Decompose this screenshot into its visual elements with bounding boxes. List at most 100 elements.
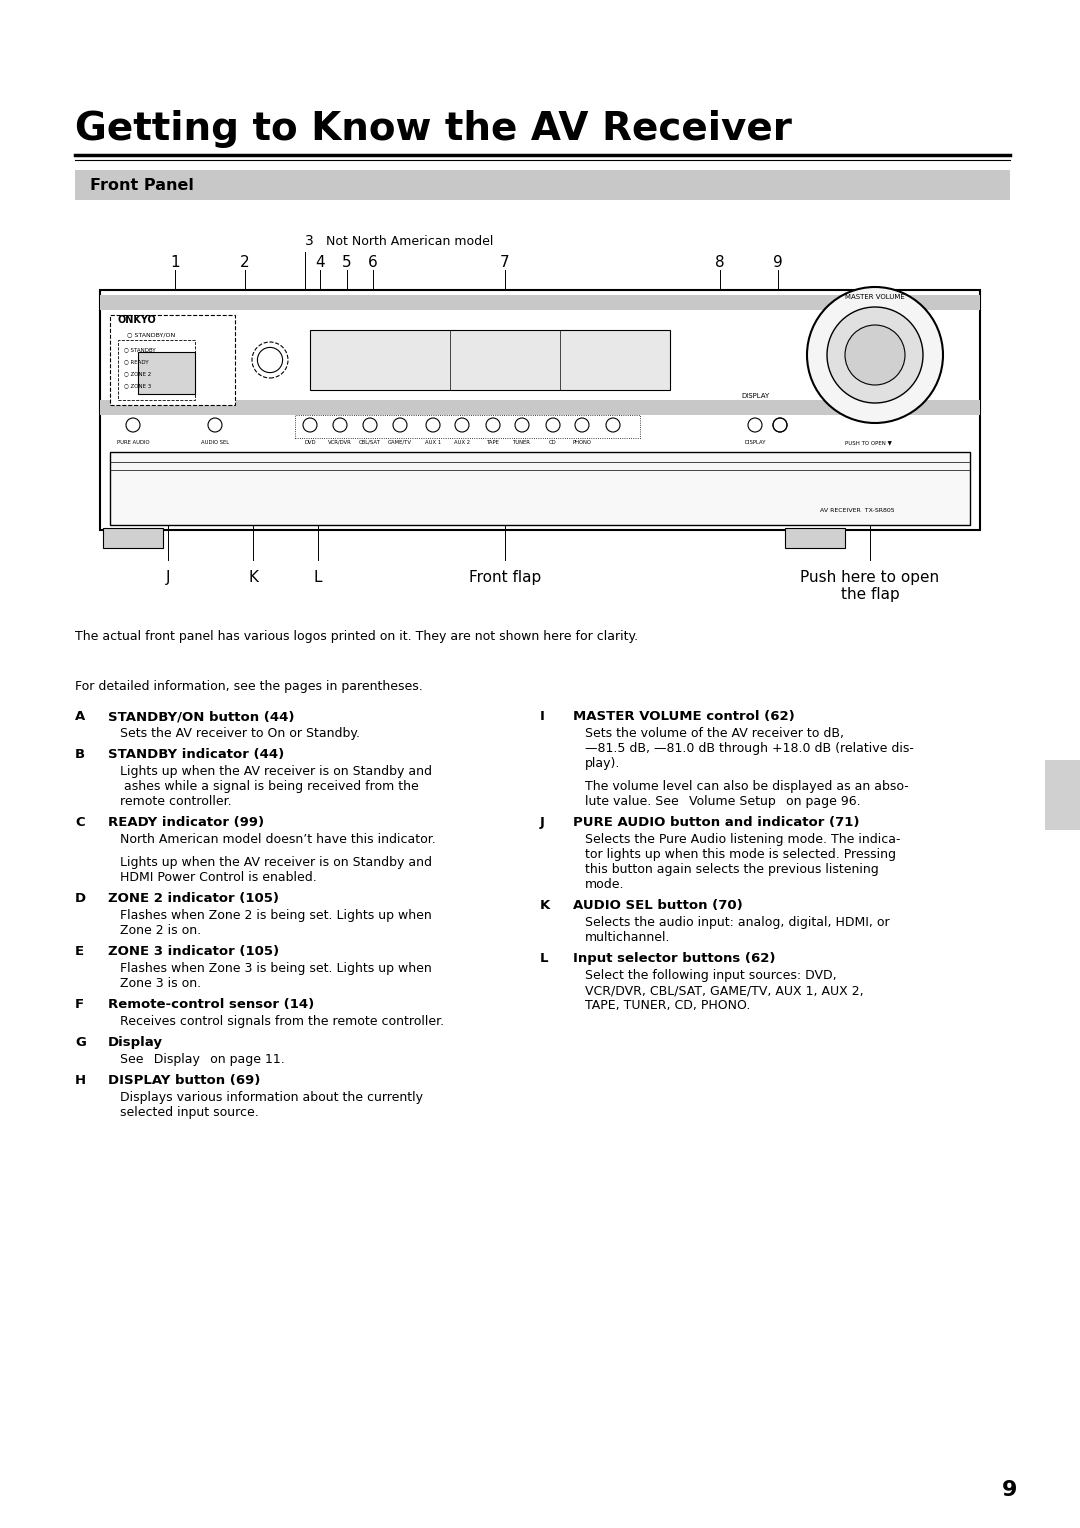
Text: 2: 2 [240,255,249,270]
Text: B: B [75,749,85,761]
Bar [100,400,980,416]
Text: STANDBY indicator (44): STANDBY indicator (44) [108,749,284,761]
Text: STANDBY/ON button (44): STANDBY/ON button (44) [108,711,295,723]
Text: —81.5 dB, —81.0 dB through +18.0 dB (relative dis-: —81.5 dB, —81.0 dB through +18.0 dB (rel… [585,743,914,755]
Text: this button again selects the previous listening: this button again selects the previous l… [585,863,879,876]
Text: PURE AUDIO: PURE AUDIO [117,440,149,445]
Text: F: F [75,998,84,1012]
Text: Flashes when Zone 3 is being set. Lights up when: Flashes when Zone 3 is being set. Lights… [120,963,432,975]
Bar [75,170,1010,200]
Text: Displays various information about the currently: Displays various information about the c… [120,1091,423,1105]
Circle shape [827,307,923,403]
Text: AUX 2: AUX 2 [454,440,470,445]
Text: lute value. See  Volume Setup  on page 96.: lute value. See Volume Setup on page 96. [585,795,861,808]
Text: MASTER VOLUME control (62): MASTER VOLUME control (62) [573,711,795,723]
Text: D: D [75,892,86,905]
Text: remote controller.: remote controller. [120,795,231,808]
Text: play).: play). [585,756,620,770]
Text: 5: 5 [342,255,352,270]
Text: selected input source.: selected input source. [120,1106,259,1118]
Text: J: J [165,570,171,585]
Text: A: A [75,711,85,723]
Text: Sets the volume of the AV receiver to dB,: Sets the volume of the AV receiver to dB… [585,727,843,740]
Text: K: K [540,898,550,912]
Bar [138,351,195,394]
Bar [118,341,195,400]
Text: North American model doesn’t have this indicator.: North American model doesn’t have this i… [120,833,435,847]
Text: CBL/SAT: CBL/SAT [359,440,381,445]
Text: G: G [75,1036,86,1050]
Text: L: L [314,570,322,585]
Text: ○ READY: ○ READY [124,359,149,365]
Text: Input selector buttons (62): Input selector buttons (62) [573,952,775,966]
Text: ZONE 3 indicator (105): ZONE 3 indicator (105) [108,944,279,958]
Text: ○ STANDBY: ○ STANDBY [124,347,156,353]
Text: Display: Display [108,1036,163,1050]
Text: ZONE 2 indicator (105): ZONE 2 indicator (105) [108,892,279,905]
Text: ashes while a signal is being received from the: ashes while a signal is being received f… [120,779,419,793]
Text: CD: CD [550,440,557,445]
Text: PUSH TO OPEN ▼: PUSH TO OPEN ▼ [845,440,892,445]
Text: For detailed information, see the pages in parentheses.: For detailed information, see the pages … [75,680,422,694]
Text: Getting to Know the AV Receiver: Getting to Know the AV Receiver [75,110,792,148]
Text: Lights up when the AV receiver is on Standby and: Lights up when the AV receiver is on Sta… [120,856,432,869]
Text: Sets the AV receiver to On or Standby.: Sets the AV receiver to On or Standby. [120,727,360,740]
Text: See  Display  on page 11.: See Display on page 11. [120,1053,285,1067]
Text: Push here to open
the flap: Push here to open the flap [800,570,940,602]
Circle shape [807,287,943,423]
Text: 1: 1 [171,255,179,270]
Text: READY indicator (99): READY indicator (99) [108,816,265,830]
Circle shape [845,325,905,385]
Text: Not North American model: Not North American model [318,235,494,248]
Text: DISPLAY: DISPLAY [741,393,769,399]
Text: Select the following input sources: DVD,: Select the following input sources: DVD, [585,969,837,983]
Text: AUDIO SEL: AUDIO SEL [201,440,229,445]
Text: Front Panel: Front Panel [90,177,194,193]
Text: DVD: DVD [305,440,315,445]
Text: Zone 2 is on.: Zone 2 is on. [120,924,201,937]
Text: 7: 7 [500,255,510,270]
Text: TAPE, TUNER, CD, PHONO.: TAPE, TUNER, CD, PHONO. [585,999,751,1012]
Text: Selects the Pure Audio listening mode. The indica-: Selects the Pure Audio listening mode. T… [585,833,901,847]
Text: ○ STANDBY/ON: ○ STANDBY/ON [127,333,175,338]
Text: tor lights up when this mode is selected. Pressing: tor lights up when this mode is selected… [585,848,896,860]
Text: HDMI Power Control is enabled.: HDMI Power Control is enabled. [120,871,316,885]
Text: 4: 4 [315,255,325,270]
Text: GAME/TV: GAME/TV [388,440,411,445]
Text: TAPE: TAPE [487,440,499,445]
Text: Selects the audio input: analog, digital, HDMI, or: Selects the audio input: analog, digital… [585,915,890,929]
Text: 8: 8 [715,255,725,270]
Bar [100,295,980,310]
Text: Lights up when the AV receiver is on Standby and: Lights up when the AV receiver is on Sta… [120,766,432,778]
Text: K: K [248,570,258,585]
Text: 9: 9 [773,255,783,270]
Bar [110,315,235,405]
Bar [295,416,640,439]
Text: ○ ZONE 2: ○ ZONE 2 [124,371,151,376]
Text: DISPLAY: DISPLAY [744,440,766,445]
Text: VCR/DVR, CBL/SAT, GAME/TV, AUX 1, AUX 2,: VCR/DVR, CBL/SAT, GAME/TV, AUX 1, AUX 2, [585,984,864,996]
Text: H: H [75,1074,86,1086]
Text: Zone 3 is on.: Zone 3 is on. [120,976,201,990]
Text: DISPLAY button (69): DISPLAY button (69) [108,1074,260,1086]
Text: VCR/DVR: VCR/DVR [328,440,352,445]
Bar [785,529,845,549]
Bar [103,529,163,549]
Text: J: J [540,816,545,830]
Text: 9: 9 [1002,1481,1017,1500]
Bar [100,290,980,530]
Text: multichannel.: multichannel. [585,931,671,944]
Text: Remote-control sensor (14): Remote-control sensor (14) [108,998,314,1012]
Text: Flashes when Zone 2 is being set. Lights up when: Flashes when Zone 2 is being set. Lights… [120,909,432,921]
Text: TUNER: TUNER [513,440,531,445]
Text: The volume level can also be displayed as an abso-: The volume level can also be displayed a… [585,779,908,793]
Text: 6: 6 [368,255,378,270]
Text: AUDIO SEL button (70): AUDIO SEL button (70) [573,898,743,912]
Text: 3: 3 [305,234,314,248]
Text: AV RECEIVER  TX-SR805: AV RECEIVER TX-SR805 [820,507,894,512]
Bar [310,330,670,390]
Text: E: E [75,944,84,958]
Text: ONKYO: ONKYO [118,315,157,325]
Text: MASTER VOLUME: MASTER VOLUME [846,293,905,299]
Bar [1045,759,1080,830]
